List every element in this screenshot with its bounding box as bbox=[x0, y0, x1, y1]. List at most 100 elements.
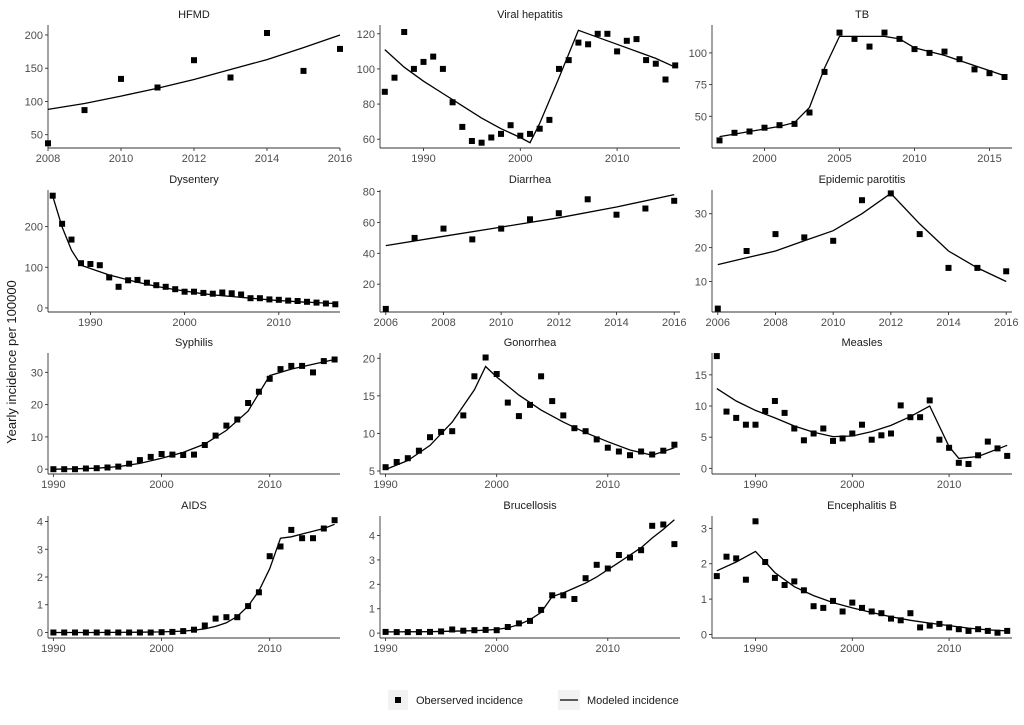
observed-point bbox=[104, 464, 111, 471]
x-tick-label: 1990 bbox=[743, 479, 767, 491]
observed-point bbox=[984, 627, 991, 634]
y-tick-label: 30 bbox=[31, 367, 43, 379]
observed-point bbox=[126, 460, 133, 467]
observed-point bbox=[781, 582, 788, 588]
observed-point bbox=[81, 107, 88, 114]
observed-point bbox=[986, 70, 993, 77]
observed-point bbox=[527, 130, 533, 137]
observed-point bbox=[169, 451, 176, 458]
panel-viral-hepatitis: Viral hepatitis 1990 2000 2010 60 80 100 120 bbox=[357, 9, 680, 165]
observed-point bbox=[227, 74, 234, 81]
observed-point bbox=[310, 535, 316, 542]
observed-point bbox=[742, 576, 749, 583]
observed-point bbox=[752, 518, 759, 525]
observed-point bbox=[180, 628, 187, 635]
modeled-incidence-line bbox=[716, 550, 1008, 632]
legend-observed-label: Oberserved incidence bbox=[416, 695, 523, 707]
panel-diarrhea: Diarrhea 2006 2008 2010 2012 2014 2016 20 40 60 80 bbox=[363, 174, 687, 329]
observed-point bbox=[247, 295, 254, 302]
observed-point bbox=[623, 37, 630, 44]
y-tick-label: 1 bbox=[369, 604, 375, 616]
observed-point bbox=[191, 57, 197, 64]
x-tick-label: 2010 bbox=[257, 479, 281, 491]
observed-point bbox=[158, 629, 165, 636]
observed-point bbox=[820, 425, 827, 432]
y-tick-label: 60 bbox=[363, 217, 375, 229]
observed-point bbox=[61, 629, 68, 636]
observed-point bbox=[660, 447, 667, 454]
observed-point bbox=[614, 48, 621, 55]
observed-point bbox=[438, 628, 445, 635]
observed-point bbox=[332, 301, 339, 308]
x-tick-label: 2015 bbox=[977, 153, 1001, 165]
observed-point bbox=[771, 574, 778, 581]
observed-point bbox=[517, 132, 524, 139]
panel-title: Brucellosis bbox=[503, 500, 557, 512]
observed-point bbox=[72, 466, 78, 473]
observed-point bbox=[836, 29, 843, 36]
observed-point bbox=[125, 277, 132, 284]
observed-point bbox=[471, 373, 478, 380]
panel-title: Encephalitis B bbox=[827, 500, 897, 512]
modeled-incidence-line bbox=[47, 34, 341, 111]
observed-point bbox=[498, 225, 505, 232]
observed-point bbox=[191, 451, 197, 458]
observed-point bbox=[264, 30, 270, 36]
observed-point bbox=[381, 88, 388, 95]
observed-point bbox=[781, 409, 788, 416]
observed-point bbox=[868, 436, 875, 443]
observed-point bbox=[762, 559, 769, 565]
observed-point bbox=[212, 432, 219, 439]
x-tick-label: 2014 bbox=[936, 317, 960, 329]
observed-point bbox=[830, 237, 837, 244]
x-tick-label: 2008 bbox=[763, 317, 787, 329]
observed-point bbox=[975, 452, 982, 459]
observed-point bbox=[762, 408, 769, 414]
observed-point bbox=[277, 543, 284, 550]
observed-point bbox=[916, 231, 923, 238]
observed-point bbox=[153, 282, 160, 289]
observed-point bbox=[106, 274, 113, 281]
observed-point bbox=[331, 356, 338, 363]
observed-point bbox=[471, 627, 478, 634]
observed-point bbox=[288, 362, 295, 369]
observed-point bbox=[594, 30, 601, 37]
x-tick-label: 2014 bbox=[255, 153, 279, 165]
x-tick-label: 1990 bbox=[411, 153, 435, 165]
observed-point bbox=[810, 430, 817, 437]
observed-point bbox=[219, 289, 226, 296]
legend: Oberserved incidence Modeled incidence bbox=[388, 690, 679, 710]
observed-point bbox=[93, 629, 100, 636]
observed-point bbox=[638, 448, 645, 455]
x-tick-label: 1990 bbox=[743, 643, 767, 655]
observed-point bbox=[965, 627, 972, 634]
y-tick-label: 0 bbox=[37, 303, 43, 315]
observed-point bbox=[662, 76, 669, 83]
observed-point bbox=[642, 205, 649, 212]
observed-point bbox=[714, 305, 721, 312]
panel-title: TB bbox=[855, 9, 869, 21]
observed-point bbox=[266, 553, 273, 560]
panel-syphilis: Syphilis 1990 2000 2010 0 10 20 30 bbox=[31, 337, 340, 491]
observed-point bbox=[839, 608, 846, 615]
modeled-incidence-line bbox=[719, 35, 1005, 138]
panel-dysentery: Dysentery 1990 2000 2010 0 100 200 bbox=[25, 174, 340, 329]
observed-point bbox=[415, 447, 422, 454]
modeled-incidence-line bbox=[52, 195, 336, 305]
observed-point bbox=[742, 421, 749, 428]
x-tick-label: 2010 bbox=[605, 153, 629, 165]
y-tick-label: 100 bbox=[689, 48, 707, 60]
observed-point bbox=[615, 448, 622, 455]
observed-point bbox=[277, 366, 284, 373]
observed-point bbox=[761, 124, 768, 131]
y-tick-label: 60 bbox=[363, 134, 375, 146]
observed-point bbox=[582, 575, 589, 582]
observed-point bbox=[536, 125, 543, 132]
observed-point bbox=[638, 547, 645, 554]
observed-point bbox=[791, 425, 798, 432]
observed-point bbox=[887, 190, 894, 197]
observed-point bbox=[878, 432, 885, 439]
observed-point bbox=[154, 84, 161, 91]
y-tick-label: 20 bbox=[31, 400, 43, 412]
x-tick-label: 2000 bbox=[840, 479, 864, 491]
